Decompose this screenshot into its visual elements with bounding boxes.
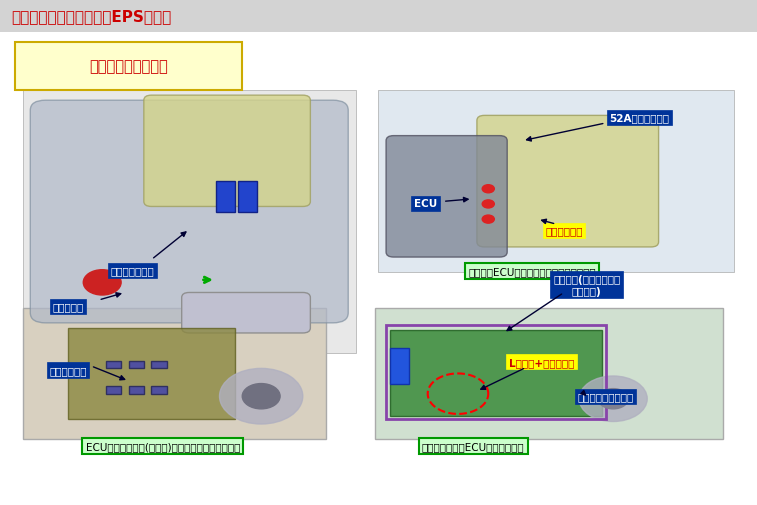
Text: 機電一体型システム: 機電一体型システム — [89, 59, 168, 74]
Circle shape — [482, 185, 494, 193]
FancyBboxPatch shape — [151, 361, 167, 369]
FancyBboxPatch shape — [151, 386, 167, 394]
Text: L字ピン+はんだ結合: L字ピン+はんだ結合 — [509, 357, 574, 367]
FancyBboxPatch shape — [129, 386, 144, 394]
FancyBboxPatch shape — [216, 182, 235, 212]
FancyBboxPatch shape — [386, 136, 507, 258]
Circle shape — [579, 376, 647, 422]
Text: センサコイル～ECU間はんだ結合: センサコイル～ECU間はんだ結合 — [422, 441, 525, 451]
Text: アルミ製カバー: アルミ製カバー — [111, 266, 154, 276]
FancyBboxPatch shape — [378, 91, 734, 273]
Text: ECUヒートシンク(放熱板)をギヤボックスと共用化: ECUヒートシンク(放熱板)をギヤボックスと共用化 — [86, 441, 240, 451]
FancyBboxPatch shape — [106, 361, 121, 369]
Circle shape — [220, 369, 303, 424]
FancyBboxPatch shape — [23, 308, 326, 439]
FancyBboxPatch shape — [15, 43, 242, 91]
FancyBboxPatch shape — [0, 0, 757, 33]
FancyBboxPatch shape — [390, 331, 602, 417]
Text: モータ～ECU間バスバー（ネジ止め）結合: モータ～ECU間バスバー（ネジ止め）結合 — [469, 266, 596, 276]
FancyBboxPatch shape — [68, 328, 235, 419]
FancyBboxPatch shape — [477, 116, 659, 247]
Text: 52Aブラシモータ: 52Aブラシモータ — [609, 113, 670, 123]
Circle shape — [598, 389, 628, 409]
Text: パワー基板: パワー基板 — [52, 301, 84, 312]
FancyBboxPatch shape — [129, 361, 144, 369]
Circle shape — [242, 384, 280, 409]
Circle shape — [482, 200, 494, 209]
Text: 制御基板(トルクセンサ
回路内蔵): 制御基板(トルクセンサ 回路内蔵) — [553, 275, 620, 296]
Text: ギヤボックス: ギヤボックス — [49, 365, 87, 375]
FancyBboxPatch shape — [144, 96, 310, 207]
FancyBboxPatch shape — [106, 386, 121, 394]
FancyBboxPatch shape — [238, 182, 257, 212]
FancyBboxPatch shape — [375, 308, 723, 439]
FancyBboxPatch shape — [182, 293, 310, 333]
FancyBboxPatch shape — [23, 91, 356, 354]
Text: 小型・軽量コラムタイプEPSの構造: 小型・軽量コラムタイプEPSの構造 — [11, 9, 172, 24]
Text: ECU: ECU — [414, 199, 437, 209]
Circle shape — [83, 270, 121, 295]
Text: トルクセンサコイル: トルクセンサコイル — [578, 391, 634, 401]
FancyBboxPatch shape — [390, 348, 409, 384]
Text: バスバー結合: バスバー結合 — [545, 226, 583, 236]
Circle shape — [482, 216, 494, 224]
FancyBboxPatch shape — [30, 101, 348, 323]
